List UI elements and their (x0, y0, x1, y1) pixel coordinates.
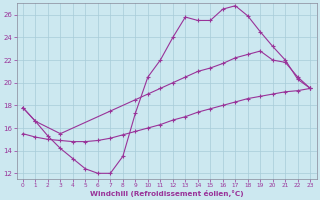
X-axis label: Windchill (Refroidissement éolien,°C): Windchill (Refroidissement éolien,°C) (90, 190, 244, 197)
